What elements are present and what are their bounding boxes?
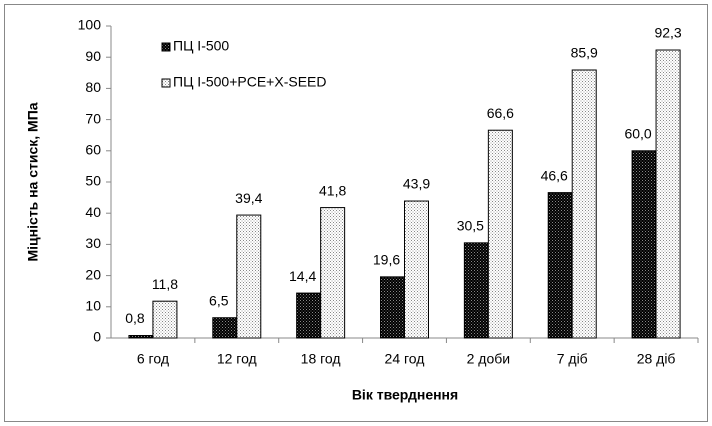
legend-swatch (161, 78, 171, 88)
x-axis-title: Вік тверднення (352, 387, 458, 403)
bar (463, 242, 489, 339)
data-label: 41,8 (319, 182, 346, 198)
y-tick-label: 100 (78, 17, 102, 33)
bar (547, 192, 573, 339)
data-label: 60,0 (624, 126, 651, 142)
data-label: 14,4 (289, 268, 316, 284)
bar (236, 214, 262, 339)
bar (320, 207, 346, 339)
y-tick-label: 30 (85, 235, 101, 251)
bar (380, 276, 405, 339)
legend-swatch (161, 42, 171, 52)
data-label: 46,6 (541, 167, 568, 183)
data-label: 6,5 (209, 292, 229, 308)
bar (128, 335, 154, 339)
x-tick-label: 2 доби (467, 351, 510, 367)
y-tick-label: 10 (85, 298, 101, 314)
data-label: 43,9 (403, 176, 430, 192)
x-tick-label: 18 год (301, 351, 341, 367)
y-tick-label: 90 (85, 48, 101, 64)
y-tick-label: 0 (93, 329, 101, 345)
bar (152, 300, 178, 339)
data-label: 85,9 (571, 45, 598, 61)
legend-label: ПЦ І-500+PCE+X-SEED (173, 74, 326, 90)
data-label: 66,6 (487, 105, 514, 121)
y-tick-label: 80 (85, 79, 101, 95)
bar (487, 129, 513, 339)
bar (571, 69, 597, 339)
bar (404, 200, 429, 339)
x-tick-label: 7 діб (557, 351, 588, 367)
x-tick-label: 6 год (137, 351, 169, 367)
data-label: 11,8 (152, 276, 178, 292)
data-label: 0,8 (125, 310, 145, 326)
data-label: 92,3 (654, 25, 681, 41)
bar (296, 292, 322, 339)
y-tick-label: 60 (85, 142, 101, 158)
x-tick-label: 12 год (217, 351, 257, 367)
data-label: 30,5 (457, 218, 484, 234)
bar (655, 49, 681, 339)
data-label: 39,4 (235, 190, 262, 206)
y-tick-label: 70 (85, 110, 101, 126)
x-tick-label: 28 діб (637, 351, 676, 367)
y-tick-label: 40 (85, 204, 101, 220)
y-tick-label: 50 (85, 173, 101, 189)
x-tick-label: 24 год (385, 351, 425, 367)
y-tick-label: 20 (85, 266, 101, 282)
bar (631, 150, 657, 339)
data-label: 19,6 (373, 252, 400, 268)
legend-label: ПЦ І-500 (173, 38, 229, 54)
y-axis-title: Міцність на стиск, МПа (25, 102, 41, 261)
bar (212, 317, 238, 339)
